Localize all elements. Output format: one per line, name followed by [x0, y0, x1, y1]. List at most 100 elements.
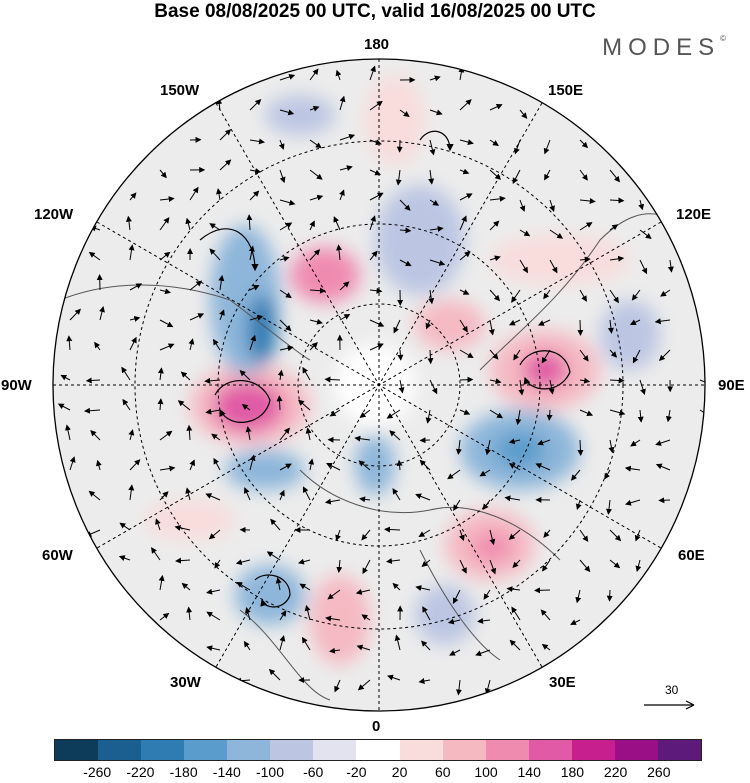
wind-vector-arrow: [549, 259, 558, 274]
wind-vector-arrow: [447, 469, 461, 480]
wind-vector-arrow: [309, 139, 322, 149]
wind-vector-arrow: [504, 495, 521, 502]
wind-vector-arrow: [579, 559, 591, 573]
wind-vector-arrow: [64, 424, 71, 441]
wind-vector-arrow: [639, 259, 648, 275]
wind-vector-arrow: [361, 614, 371, 621]
wind-vector-arrow: [279, 169, 286, 184]
wind-vector-arrow: [94, 341, 101, 351]
colorbar-tick-label: -260: [83, 764, 112, 780]
wind-vector-arrow: [609, 559, 621, 569]
wind-vector-arrow: [249, 168, 262, 174]
colorbar-segment: [442, 740, 486, 760]
wind-vector-arrow: [177, 400, 191, 411]
map-title: Base 08/08/2025 00 UTC, valid 16/08/2025…: [154, 1, 596, 22]
anomaly-blob: [365, 75, 425, 165]
wind-vector-arrow: [355, 589, 371, 595]
wind-vector-arrow: [369, 343, 384, 351]
wind-vector-arrow: [159, 288, 171, 295]
wind-vector-arrow: [185, 217, 192, 231]
wind-vector-arrow: [537, 319, 551, 326]
colorbar-tick-label: 100: [474, 764, 498, 780]
wind-vector-arrow: [218, 274, 225, 291]
wind-vector-arrow: [208, 529, 221, 540]
wind-vector-arrow: [329, 647, 341, 654]
wind-vector-arrow: [543, 139, 551, 155]
wind-vector-arrow: [181, 582, 191, 591]
colorbar-tick-label: 260: [647, 764, 671, 780]
wind-vector-arrow: [219, 159, 232, 171]
colorbar-tick-label: 220: [603, 764, 628, 780]
wind-vector-arrow: [489, 349, 499, 360]
wind-vector-arrow: [489, 378, 502, 385]
wind-vector-arrow: [453, 499, 461, 511]
longitude-label-30w: 30W: [170, 674, 201, 691]
colorbar-segment: [141, 740, 185, 760]
wind-vector-arrow: [537, 439, 551, 446]
wind-vector-arrow: [459, 139, 474, 146]
wind-vector-arrow: [324, 498, 341, 505]
wind-vector-arrow: [279, 635, 286, 651]
wind-vector-arrow: [189, 459, 195, 471]
wind-vector-arrow: [66, 335, 73, 351]
wind-vector-arrow: [609, 255, 625, 262]
wind-vector-arrow: [309, 341, 318, 351]
wind-vector-arrow: [88, 490, 101, 501]
anomaly-blob: [335, 345, 415, 425]
wind-vector-arrow: [129, 192, 137, 201]
colorbar-tick-label: 20: [391, 764, 408, 780]
wind-vector-arrow: [632, 349, 641, 364]
wind-vector-arrow: [631, 289, 641, 301]
wind-vector-arrow: [309, 194, 324, 201]
wind-vector-arrow: [245, 606, 251, 621]
wind-vector-arrow: [654, 318, 671, 325]
colorbar-segment: [356, 740, 400, 760]
wind-vector-arrow: [219, 129, 232, 141]
wind-vector-arrow: [429, 199, 440, 206]
wind-vector-arrow: [209, 248, 221, 261]
wind-vector-arrow: [335, 529, 341, 542]
wind-vector-arrow: [369, 139, 382, 146]
wind-vector-arrow: [489, 289, 501, 302]
wind-vector-arrow: [455, 679, 462, 696]
wind-vector-arrow: [339, 313, 351, 321]
wind-vector-arrow: [459, 319, 468, 333]
wind-vector-arrow: [219, 309, 225, 321]
wind-vector-arrow: [362, 559, 371, 575]
wind-vector-arrow: [459, 559, 467, 574]
wind-vector-arrow: [534, 587, 551, 594]
wind-vector-arrow: [579, 289, 587, 302]
wind-vector-arrow: [575, 499, 582, 510]
wind-vector-arrow: [279, 427, 290, 441]
wind-vector-arrow: [60, 374, 71, 381]
wind-vector-arrow: [249, 138, 265, 145]
wind-vector-arrow: [339, 281, 350, 291]
wind-vector-arrow: [99, 306, 105, 321]
wind-vector-arrow: [279, 255, 290, 262]
wind-vector-arrow: [394, 634, 401, 651]
wind-vector-arrow: [129, 459, 141, 471]
anomaly-blob: [523, 352, 567, 388]
wind-vector-arrow: [159, 217, 170, 231]
wind-vector-arrow: [422, 606, 431, 621]
wind-vector-arrow: [159, 430, 173, 441]
wind-vector-arrow: [479, 469, 491, 477]
wind-vector-arrow: [309, 318, 323, 325]
colorbar-segment: [184, 740, 228, 760]
wind-vector-arrow: [609, 377, 625, 384]
wind-vector-arrow: [570, 469, 581, 481]
wind-vector-arrow: [278, 139, 285, 150]
wind-vector-arrow: [509, 639, 521, 651]
wind-vector-arrow: [95, 459, 102, 471]
brand-mark: ©: [720, 34, 726, 43]
wind-vector-arrow: [514, 139, 521, 155]
wind-vector-arrow: [609, 349, 618, 358]
wind-vector-arrow: [128, 244, 135, 261]
wind-vector-arrow: [630, 439, 641, 447]
wind-vector-arrow: [549, 199, 555, 212]
wind-vector-arrow: [249, 314, 264, 321]
wind-vector-arrow: [129, 315, 141, 322]
anomaly-blob: [355, 435, 395, 495]
wind-vector-arrow: [84, 407, 101, 414]
wind-vector-arrow: [159, 196, 175, 203]
